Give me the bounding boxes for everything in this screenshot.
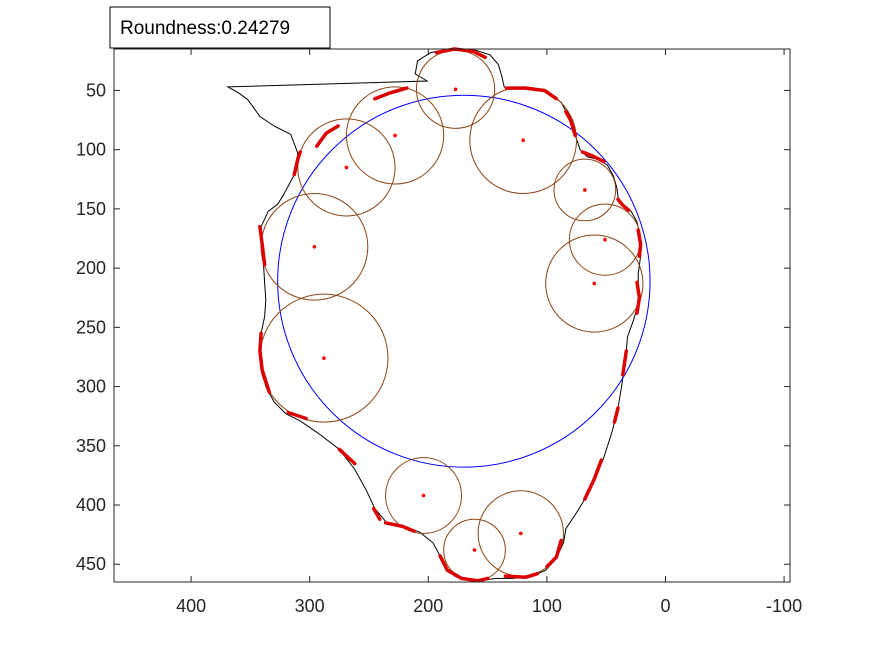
x-tick-label: -100 (766, 596, 802, 616)
highlighted-arc-4 (373, 86, 409, 101)
corner-circle-5 (553, 158, 617, 222)
circle-center-11 (518, 531, 523, 536)
corner-circle-7 (545, 234, 644, 333)
circle-center-3 (344, 165, 349, 170)
highlighted-arc-21 (503, 571, 540, 580)
highlighted-arc-10 (635, 280, 642, 315)
y-axis-ticks: 50 100 150 200 250 300 350 400 450 (76, 80, 790, 574)
circle-center-1 (453, 87, 458, 92)
annotation-label: Roundness: (120, 18, 221, 39)
circle-center-10 (421, 493, 426, 498)
x-tick-label: 400 (176, 596, 206, 616)
annotation-text: Roundness:0.24279 (120, 18, 290, 39)
highlighted-arc-22 (545, 538, 563, 569)
circle-center-8 (312, 245, 317, 249)
y-tick-label: 300 (76, 377, 106, 397)
x-tick-label: 100 (532, 596, 562, 616)
highlighted-arc-5 (315, 124, 340, 148)
highlighted-arc-18 (371, 506, 382, 521)
y-tick-label: 200 (76, 258, 106, 278)
corner-circle-10 (385, 457, 462, 534)
axes: 400 300 200 100 0 -100 50 100 150 200 250 300 350 40… (76, 48, 802, 616)
x-tick-label: 0 (660, 596, 670, 616)
x-tick-label: 200 (413, 596, 443, 616)
y-tick-label: 400 (76, 495, 106, 515)
highlighted-arc-2 (504, 86, 559, 101)
annotation-value: 0.24279 (221, 18, 290, 39)
circle-center-6 (603, 237, 607, 242)
axes-box (113, 48, 791, 583)
highlighted-arc-11 (258, 224, 267, 267)
highlighted-arc-9 (636, 228, 643, 259)
x-tick-label: 300 (295, 596, 325, 616)
highlighted-arc-13 (286, 410, 308, 421)
y-tick-label: 50 (86, 80, 106, 100)
highlighted-arc-7 (580, 150, 606, 164)
x-axis-ticks: 400 300 200 100 0 -100 (176, 49, 802, 616)
circle-center-9 (322, 356, 326, 360)
highlighted-arc-14 (621, 349, 629, 377)
circle-center-5 (583, 188, 587, 192)
highlighted-arc-12 (258, 331, 272, 395)
highlighted-arc-20 (438, 554, 490, 583)
highlighted-arc-15 (612, 406, 620, 424)
y-tick-label: 350 (76, 436, 106, 456)
corner-circle-3 (297, 118, 396, 217)
highlighted-arc-16 (583, 458, 604, 501)
highlighted-arc-8 (616, 197, 631, 212)
circle-center-4 (521, 138, 525, 143)
highlighted-arc-19 (383, 521, 416, 533)
highlighted-arc-17 (337, 447, 357, 466)
circle-center-7 (592, 281, 597, 286)
highlighted-arc-6 (292, 150, 302, 177)
highlighted-arc-3 (564, 110, 578, 138)
highlighted-arc-1 (434, 47, 487, 60)
y-tick-label: 100 (76, 140, 106, 160)
corner-circle-2 (345, 86, 445, 185)
y-tick-label: 250 (76, 317, 106, 337)
roundness-annotation: Roundness:0.24279 (109, 6, 331, 49)
circle-center-12 (472, 548, 477, 552)
annotation-border (109, 6, 331, 49)
y-tick-label: 150 (76, 199, 106, 219)
y-tick-label: 450 (76, 554, 106, 574)
circle-center-2 (393, 133, 397, 138)
plot-area (226, 47, 651, 583)
fit-circle (277, 94, 651, 468)
